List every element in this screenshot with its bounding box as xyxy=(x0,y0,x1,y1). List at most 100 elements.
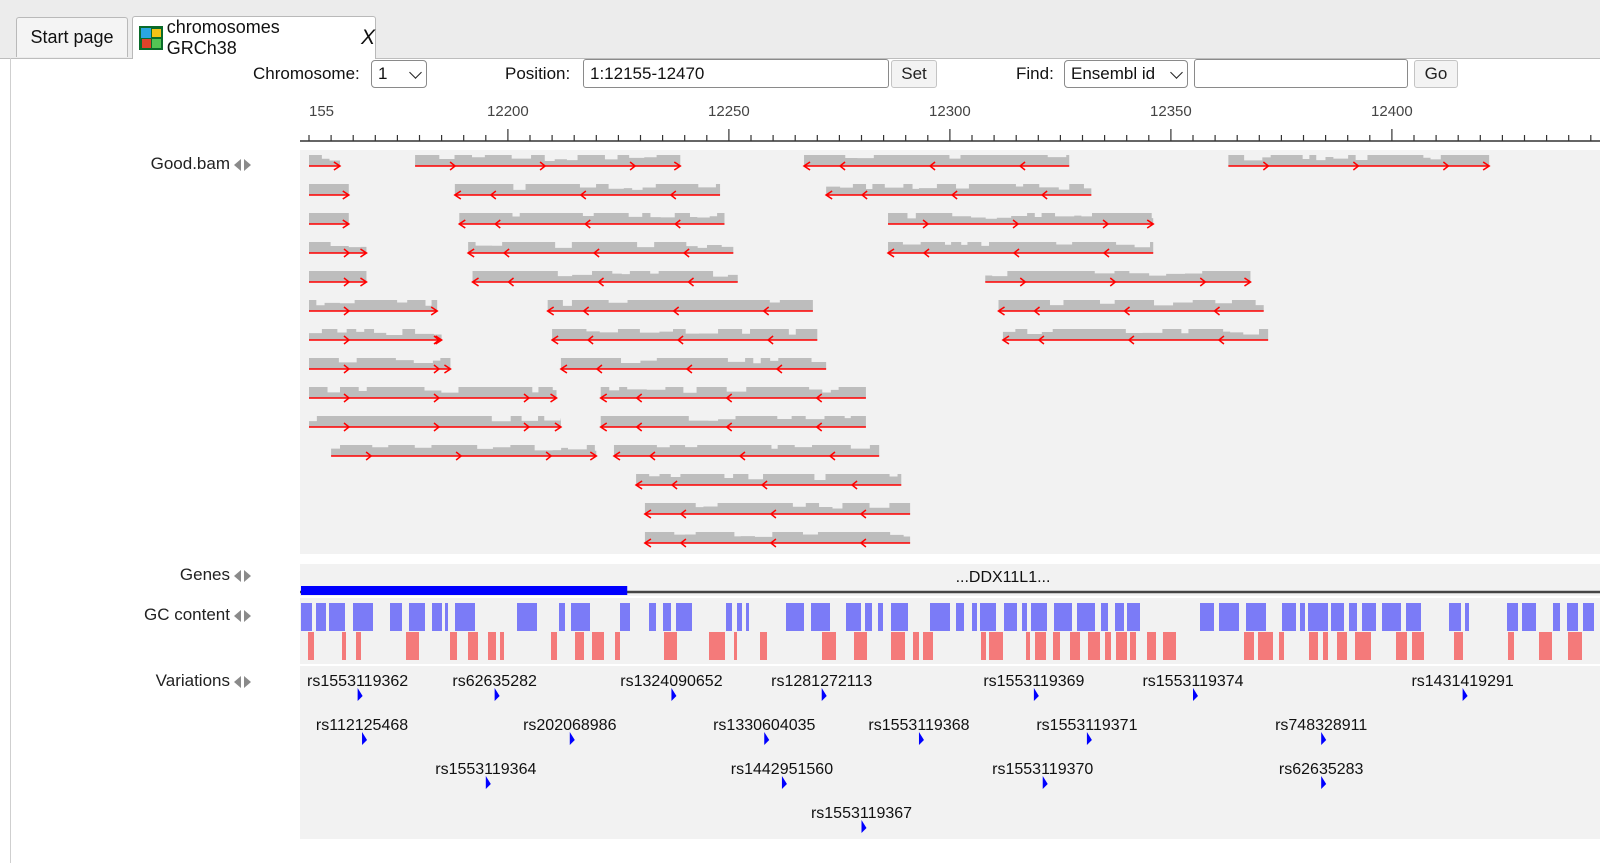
variation[interactable]: rs1553119367 xyxy=(811,805,912,833)
variation[interactable]: rs112125468 xyxy=(316,717,408,745)
read[interactable] xyxy=(599,416,866,432)
read[interactable] xyxy=(546,300,813,316)
variation[interactable]: rs1553119371 xyxy=(1036,717,1138,745)
read[interactable] xyxy=(985,271,1252,287)
gene-exon[interactable] xyxy=(301,586,628,595)
read[interactable] xyxy=(309,184,351,200)
read[interactable] xyxy=(309,300,439,316)
track-arrows[interactable] xyxy=(234,672,251,692)
close-tab-icon[interactable]: X xyxy=(360,26,375,49)
read[interactable] xyxy=(471,271,738,287)
variation-id[interactable]: rs62635282 xyxy=(452,673,537,690)
arrow-left-icon[interactable] xyxy=(234,159,241,172)
read[interactable] xyxy=(309,155,342,171)
variation-id[interactable]: rs1553119367 xyxy=(811,805,912,822)
read[interactable] xyxy=(309,416,563,432)
position-input[interactable]: 1:12155-12470 xyxy=(583,59,889,88)
read[interactable] xyxy=(802,155,1070,171)
variation[interactable]: rs1324090652 xyxy=(620,673,723,701)
read[interactable] xyxy=(643,503,911,519)
tab-chromosomes[interactable]: chromosomes GRCh38 X xyxy=(132,16,376,59)
read[interactable] xyxy=(309,242,368,258)
read[interactable] xyxy=(559,358,827,374)
variation-id[interactable]: rs1553119370 xyxy=(992,761,1093,778)
read[interactable] xyxy=(886,242,1154,258)
read[interactable] xyxy=(309,387,558,403)
variation-id[interactable]: rs112125468 xyxy=(316,717,408,734)
tab-start-page[interactable]: Start page xyxy=(16,17,128,57)
read[interactable] xyxy=(466,242,734,258)
read[interactable] xyxy=(824,184,1092,200)
read[interactable] xyxy=(888,213,1155,229)
variation-id[interactable]: rs1442951560 xyxy=(731,761,833,778)
track-arrows[interactable] xyxy=(234,155,251,175)
set-button[interactable]: Set xyxy=(891,60,937,88)
chromosome-select[interactable]: 1 xyxy=(371,60,427,88)
chevron-down-icon xyxy=(409,66,422,79)
variation[interactable]: rs1442951560 xyxy=(731,761,833,789)
read[interactable] xyxy=(309,329,444,345)
read[interactable] xyxy=(634,474,902,490)
genome-view[interactable]: 155 12200 12250 12300 12350 12400 ...DDX11L1.… xyxy=(300,92,1600,863)
read[interactable] xyxy=(612,445,880,461)
arrow-right-icon[interactable] xyxy=(244,610,251,623)
read[interactable] xyxy=(1228,155,1491,171)
read[interactable] xyxy=(415,155,682,171)
gc-low-bar xyxy=(356,632,361,660)
variation-id[interactable]: rs1553119374 xyxy=(1142,673,1243,690)
variation-id[interactable]: rs1431419291 xyxy=(1411,673,1513,690)
variation-id[interactable]: rs748328911 xyxy=(1275,717,1367,734)
variation[interactable]: rs1553119374 xyxy=(1142,673,1244,701)
variation-id[interactable]: rs1324090652 xyxy=(620,673,722,690)
arrow-right-icon[interactable] xyxy=(244,159,251,172)
read[interactable] xyxy=(309,213,351,229)
variation[interactable]: rs1431419291 xyxy=(1411,673,1514,701)
read[interactable] xyxy=(331,445,598,461)
variation[interactable]: rs1553119364 xyxy=(435,761,536,789)
track-arrows[interactable] xyxy=(234,566,251,586)
variation-id[interactable]: rs1281272113 xyxy=(771,673,872,690)
read[interactable] xyxy=(1001,329,1269,345)
variation-id[interactable]: rs62635283 xyxy=(1279,761,1364,778)
variation-id[interactable]: rs1553119368 xyxy=(868,717,969,734)
read[interactable] xyxy=(453,184,721,200)
arrow-left-icon[interactable] xyxy=(234,570,241,583)
strand-chevron xyxy=(760,480,768,490)
variation[interactable]: rs202068986 xyxy=(523,717,617,745)
read[interactable] xyxy=(643,532,911,548)
variation[interactable]: rs1553119369 xyxy=(983,673,1085,701)
arrow-left-icon[interactable] xyxy=(234,610,241,623)
variation[interactable]: rs1330604035 xyxy=(713,717,816,745)
variation-id[interactable]: rs1553119362 xyxy=(307,673,408,690)
variation[interactable]: rs1553119362 xyxy=(307,673,408,701)
arrow-right-icon[interactable] xyxy=(244,570,251,583)
go-button[interactable]: Go xyxy=(1414,60,1458,88)
gc-high-bar xyxy=(1507,603,1518,631)
variation[interactable]: rs1281272113 xyxy=(771,673,872,701)
variation-id[interactable]: rs1553119364 xyxy=(435,761,536,778)
variation[interactable]: rs1553119370 xyxy=(992,761,1093,789)
read[interactable] xyxy=(599,387,866,403)
variation-id[interactable]: rs202068986 xyxy=(523,717,617,734)
variations-track[interactable]: rs1553119362 rs62635282 rs1324090652 rs1281… xyxy=(307,673,1514,833)
genes-track[interactable]: ...DDX11L1... xyxy=(300,569,1600,595)
read[interactable] xyxy=(457,213,725,229)
read-end-arrow xyxy=(643,509,652,519)
variation[interactable]: rs1553119368 xyxy=(868,717,970,745)
variation-id[interactable]: rs1553119369 xyxy=(983,673,1084,690)
variation[interactable]: rs62635283 xyxy=(1279,761,1364,789)
variation[interactable]: rs62635282 xyxy=(452,673,537,701)
track-arrows[interactable] xyxy=(234,606,251,626)
read[interactable] xyxy=(309,358,452,374)
variation-id[interactable]: rs1553119371 xyxy=(1036,717,1137,734)
arrow-left-icon[interactable] xyxy=(234,676,241,689)
read[interactable] xyxy=(997,300,1264,316)
find-type-select[interactable]: Ensembl id xyxy=(1064,60,1188,88)
reads-track[interactable] xyxy=(309,155,1491,548)
read[interactable] xyxy=(550,329,818,345)
read[interactable] xyxy=(309,271,368,287)
arrow-right-icon[interactable] xyxy=(244,676,251,689)
find-input[interactable] xyxy=(1194,59,1408,88)
variation-id[interactable]: rs1330604035 xyxy=(713,717,815,734)
variation[interactable]: rs748328911 xyxy=(1275,717,1367,745)
